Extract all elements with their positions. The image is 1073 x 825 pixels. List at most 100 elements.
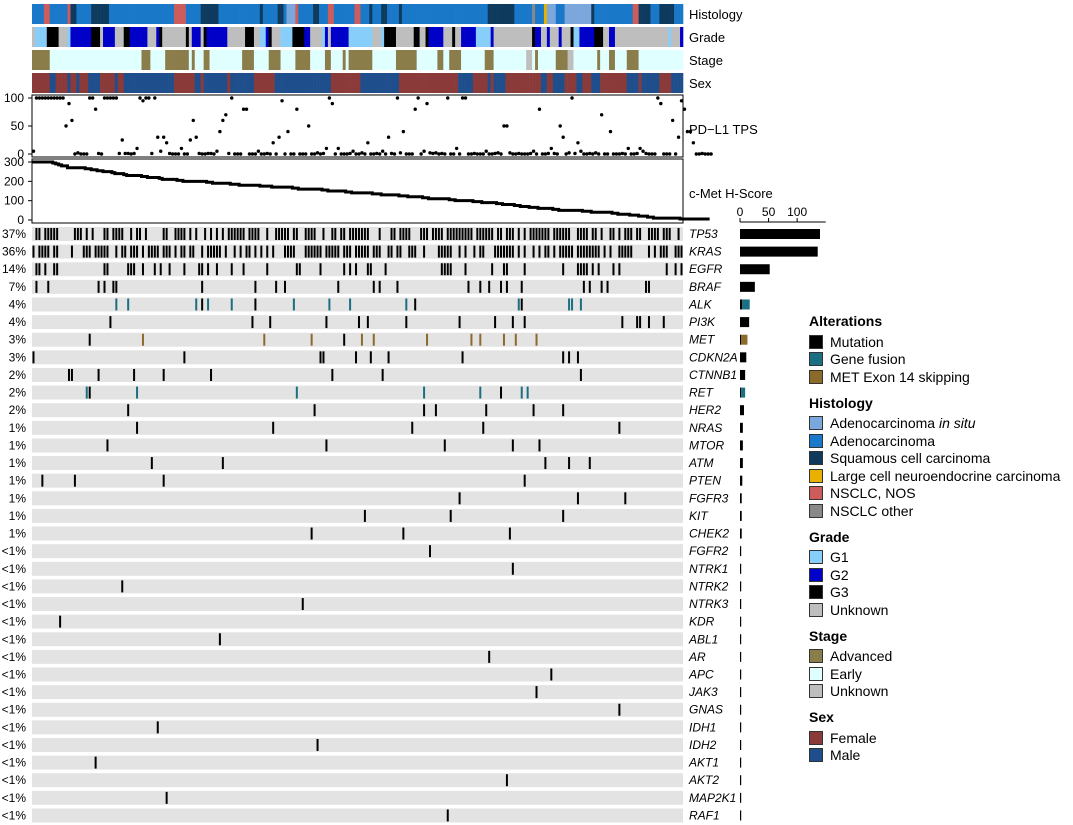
annotation-cell-grade xyxy=(384,27,388,47)
annotation-cell-histology xyxy=(280,4,284,24)
pdl1-point xyxy=(665,152,669,156)
pdl1-point xyxy=(451,152,456,156)
annotation-cell-stage xyxy=(156,50,160,70)
annotation-cell-sex xyxy=(103,73,107,93)
annotation-cell-grade xyxy=(52,27,56,47)
annotation-cell-grade xyxy=(360,27,364,47)
mutation-mark xyxy=(310,245,313,258)
mutation-mark xyxy=(162,228,165,240)
mutation-mark xyxy=(106,228,109,240)
annotation-cell-stage xyxy=(256,50,261,70)
mutation-mark xyxy=(106,245,109,258)
pdl1-point xyxy=(31,149,36,153)
annotation-cell-grade xyxy=(496,27,500,47)
pdl1-point xyxy=(392,152,397,156)
annotation-cell-sex xyxy=(85,73,89,93)
pdl1-point xyxy=(505,124,509,128)
legend-item-mutation: Mutation xyxy=(809,333,1073,351)
annotation-cell-stage xyxy=(458,50,462,70)
annotation-cell-histology xyxy=(449,4,453,24)
annotation-cell-sex xyxy=(428,73,432,93)
mutation-mark xyxy=(440,245,443,258)
pdl1-point xyxy=(667,152,672,156)
annotation-cell-sex xyxy=(600,73,604,93)
mutation-mark xyxy=(532,404,535,417)
annotation-cell-histology xyxy=(549,4,554,24)
mutation-mark xyxy=(423,245,426,258)
pdl1-point xyxy=(253,152,258,156)
mutation-mark xyxy=(292,228,295,240)
annotation-cell-histology xyxy=(481,4,486,24)
annotation-cell-histology xyxy=(52,4,56,24)
cmet-ytick-label: 100 xyxy=(4,194,24,208)
annotation-cell-histology xyxy=(458,4,462,24)
annotation-cell-histology xyxy=(147,4,151,24)
legend-swatch xyxy=(809,567,823,582)
pdl1-point xyxy=(153,96,157,100)
annotation-cell-stage xyxy=(76,50,80,70)
annotation-cell-sex xyxy=(514,73,518,93)
annotation-cell-stage xyxy=(132,50,136,70)
bar-mutation xyxy=(740,229,820,239)
annotation-cell-histology xyxy=(342,4,346,24)
annotation-cell-grade xyxy=(40,27,45,47)
annotation-cell-grade xyxy=(185,27,190,47)
annotation-cell-grade xyxy=(177,27,181,47)
exon14-mark xyxy=(310,333,313,346)
mutation-mark xyxy=(612,228,615,240)
annotation-cell-sex xyxy=(262,73,267,93)
annotation-cell-sex xyxy=(431,73,435,93)
mutation-mark xyxy=(449,245,452,258)
annotation-cell-grade xyxy=(236,27,240,47)
mutation-mark xyxy=(547,245,550,258)
annotation-cell-histology xyxy=(543,4,548,24)
mutation-mark xyxy=(650,228,653,240)
pdl1-point xyxy=(449,152,453,156)
annotation-cell-histology xyxy=(410,4,415,24)
mutation-mark xyxy=(443,263,446,276)
pdl1-point xyxy=(212,152,216,156)
mutation-mark xyxy=(307,228,310,240)
mutation-mark xyxy=(136,228,139,240)
mutation-mark xyxy=(67,368,70,381)
annotation-cell-histology xyxy=(354,4,358,24)
mutation-mark xyxy=(562,245,565,258)
gene-pct-label: 4% xyxy=(9,297,27,311)
mutation-mark xyxy=(224,245,227,258)
annotation-cell-stage xyxy=(629,50,633,70)
mutation-mark xyxy=(227,228,230,240)
mutation-mark xyxy=(508,245,511,258)
mutation-mark xyxy=(94,756,97,769)
annotation-cell-histology xyxy=(262,4,267,24)
annotation-cell-stage xyxy=(620,50,625,70)
annotation-cell-sex xyxy=(209,73,213,93)
fusion-mark xyxy=(127,298,130,311)
mutation-mark xyxy=(576,228,579,240)
legend-grade: Grade G1 G2 G3 Unknown xyxy=(809,529,1073,619)
legend-swatch xyxy=(809,416,823,431)
annotation-cell-grade xyxy=(443,27,447,47)
mutation-mark xyxy=(369,263,372,276)
mutation-mark xyxy=(201,280,204,293)
annotation-cell-grade xyxy=(455,27,459,47)
annotation-cell-stage xyxy=(366,50,370,70)
pdl1-point xyxy=(85,152,89,156)
mutation-mark xyxy=(156,721,159,734)
annotation-cell-sex xyxy=(218,73,222,93)
annotation-cell-stage xyxy=(316,50,320,70)
annotation-cell-grade xyxy=(150,27,154,47)
pdl1-point xyxy=(437,152,441,156)
annotation-cell-histology xyxy=(298,4,302,24)
legend-item-nsclc-other: NSCLC other xyxy=(809,502,1073,520)
annotation-cell-histology xyxy=(609,4,613,24)
mutation-mark xyxy=(153,263,156,276)
mutation-mark xyxy=(423,404,426,417)
pdl1-point xyxy=(61,96,65,100)
annotation-cell-histology xyxy=(301,4,305,24)
mutation-mark xyxy=(313,404,316,417)
annotation-cell-histology xyxy=(437,4,441,24)
mutation-mark xyxy=(275,228,278,240)
annotation-cell-sex xyxy=(245,73,249,93)
annotation-cell-sex xyxy=(138,73,142,93)
mutation-mark xyxy=(568,228,571,240)
